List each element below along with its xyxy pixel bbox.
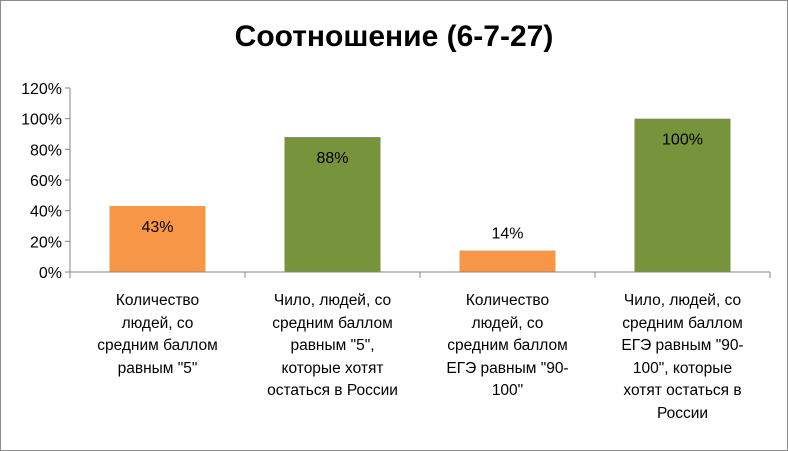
x-axis xyxy=(69,271,771,278)
y-tick-label: 100% xyxy=(21,112,62,129)
x-tick-label-line: Количество xyxy=(115,292,200,309)
y-axis: 0% 20% 40% 60% 80% 100% 120% xyxy=(21,81,71,282)
y-tick-label: 40% xyxy=(30,204,62,221)
bar xyxy=(109,206,206,272)
y-tick-label: 80% xyxy=(30,142,62,159)
x-tick-label-line: средним баллом xyxy=(97,337,218,355)
y-tick-label: 60% xyxy=(30,173,62,190)
data-label: 88% xyxy=(316,150,348,167)
x-tick-label-line: людей, со xyxy=(121,314,194,332)
x-tick-label: Количество людей, со средним баллом ЕГЭ рав… xyxy=(428,290,588,403)
x-tick-label-line: хотят остаться в xyxy=(623,382,742,400)
bars xyxy=(109,118,731,273)
y-tick-label: 120% xyxy=(21,81,62,98)
x-tick-label-line: 100", которые xyxy=(632,359,733,377)
x-tick-label-line: 100" xyxy=(491,382,524,400)
data-label: 43% xyxy=(141,219,173,236)
x-tick-label-line: Чило, людей, со xyxy=(273,292,392,309)
x-tick-label-line: равным "5" xyxy=(117,359,198,377)
x-tick-label-line: средним баллом xyxy=(447,337,568,355)
data-labels: 43% 88% 14% 100% xyxy=(141,132,702,243)
x-tick-label-line: ЕГЭ равным "90- xyxy=(446,359,569,377)
bar xyxy=(459,250,556,272)
x-tick-label: Чило, людей, со средним баллом равным "5",… xyxy=(253,290,413,403)
x-tick-label-line: России xyxy=(656,404,709,422)
x-tick-label: Чило, людей, со средним баллом ЕГЭ равным … xyxy=(603,290,763,426)
x-tick-label-line: людей, со xyxy=(471,314,544,332)
y-tick-label: 20% xyxy=(30,234,62,251)
x-tick-label-line: равным "5", xyxy=(290,337,375,355)
chart-title: Соотношение (6-7-27) xyxy=(234,20,554,53)
x-tick-label-line: средним баллом xyxy=(272,314,393,332)
x-tick-label-line: средним баллом xyxy=(622,314,743,332)
x-tick-label-line: остаться в России xyxy=(267,382,398,400)
bar xyxy=(284,137,381,272)
data-label: 100% xyxy=(662,132,703,149)
y-tick-label: 0% xyxy=(39,265,62,282)
x-tick-label-line: которые хотят xyxy=(281,359,384,377)
x-tick-label-line: ЕГЭ равным "90- xyxy=(621,337,744,355)
x-tick-label-line: Чило, людей, со xyxy=(623,292,742,309)
x-tick-label: Количество людей, со средним баллом равным … xyxy=(78,290,238,380)
x-tick-label-line: Количество xyxy=(465,292,550,309)
bar xyxy=(634,118,731,273)
data-label: 14% xyxy=(491,226,523,243)
